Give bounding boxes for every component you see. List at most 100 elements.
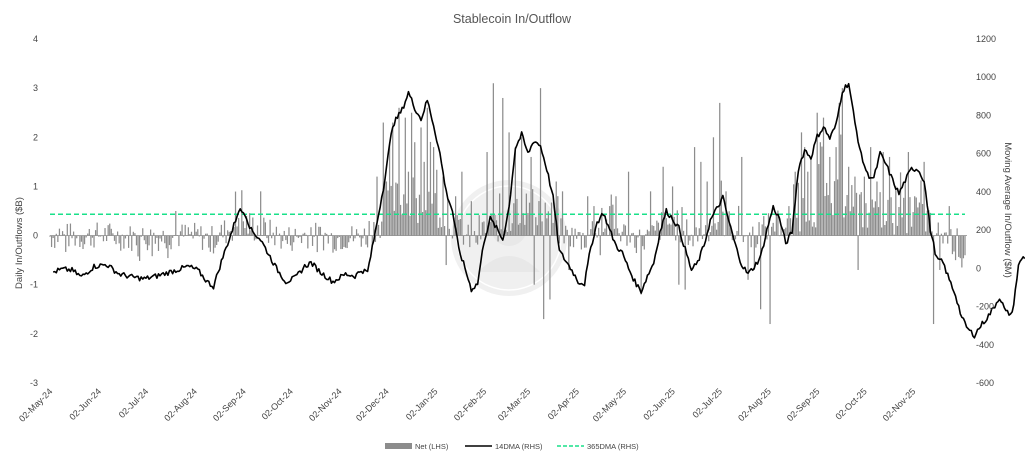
net-bar — [881, 227, 883, 236]
net-bar — [313, 235, 315, 237]
net-bar — [272, 232, 274, 236]
net-bar — [415, 198, 417, 236]
net-bar — [500, 229, 502, 236]
net-bar — [458, 219, 460, 236]
net-bar — [393, 210, 395, 236]
net-bar — [918, 202, 921, 236]
net-bar — [590, 229, 592, 236]
net-bar — [217, 235, 219, 242]
net-bar — [631, 233, 633, 236]
net-bar — [621, 231, 623, 236]
net-bar — [939, 235, 941, 270]
net-bar — [506, 231, 509, 236]
net-bar — [489, 222, 491, 236]
net-bar — [135, 235, 138, 246]
net-bar — [423, 161, 425, 236]
net-bar — [318, 226, 320, 236]
net-bar — [225, 235, 227, 244]
x-tick: 02-Jul-25 — [691, 386, 725, 420]
net-bar — [190, 231, 193, 236]
net-bar — [208, 235, 210, 248]
y-tick-left: -1 — [30, 280, 38, 290]
net-bar — [445, 235, 447, 266]
net-bar — [421, 212, 424, 236]
net-bar — [950, 229, 952, 236]
net-bar — [577, 232, 579, 236]
net-bar — [961, 235, 963, 268]
net-bar — [335, 235, 337, 251]
net-bar — [711, 225, 713, 236]
net-bar — [953, 235, 955, 252]
net-bar — [896, 225, 899, 236]
net-bar — [473, 231, 476, 236]
net-bar — [618, 233, 620, 236]
net-bar — [491, 214, 493, 236]
net-bar — [673, 216, 675, 236]
net-bar — [176, 235, 178, 236]
net-bar — [238, 218, 240, 236]
net-bar — [638, 229, 641, 236]
net-bar — [832, 214, 834, 236]
net-bar — [698, 228, 700, 236]
net-bar — [223, 220, 226, 236]
net-bar — [516, 198, 518, 236]
net-bar — [242, 221, 244, 236]
net-bar — [841, 88, 843, 236]
net-bar — [263, 217, 265, 236]
net-bar — [77, 235, 79, 237]
net-bar — [535, 217, 537, 236]
net-bar — [371, 235, 373, 246]
x-tick: 02-Aug-24 — [162, 386, 199, 423]
net-bar — [744, 235, 746, 237]
net-bar — [338, 235, 340, 237]
net-bar — [546, 218, 548, 236]
net-bar — [824, 196, 826, 236]
net-bar — [709, 232, 711, 236]
net-bar — [107, 225, 109, 236]
net-bar — [689, 235, 691, 241]
net-bar — [646, 229, 649, 236]
net-bar — [195, 231, 197, 236]
net-bar — [128, 235, 130, 248]
chart-title: Stablecoin In/Outflow — [453, 12, 572, 26]
net-bar — [517, 224, 520, 236]
net-bar — [83, 235, 86, 245]
net-bar — [410, 112, 413, 236]
net-bar — [179, 231, 182, 236]
net-bar — [532, 189, 534, 236]
net-bar — [366, 235, 369, 248]
net-bar — [253, 235, 255, 241]
net-bar — [404, 117, 406, 236]
net-bar — [912, 212, 914, 236]
net-bar — [782, 234, 784, 236]
net-bar — [151, 235, 153, 257]
net-bar — [315, 222, 317, 236]
net-bar — [365, 235, 367, 245]
net-bar — [815, 227, 817, 236]
net-bar — [931, 231, 933, 236]
net-bar — [170, 235, 172, 250]
net-bar — [337, 235, 339, 239]
net-bar — [175, 211, 177, 236]
net-bar — [741, 156, 743, 236]
net-bar — [244, 228, 246, 236]
net-bar — [343, 235, 345, 247]
net-bar — [863, 176, 865, 236]
net-bar — [676, 210, 678, 236]
net-bar — [627, 171, 630, 236]
net-bar — [829, 156, 831, 236]
net-bar — [547, 211, 549, 236]
net-bar — [333, 235, 336, 250]
x-tick: 02-Apr-25 — [546, 386, 581, 421]
net-bar — [266, 235, 268, 239]
net-bar — [635, 235, 638, 254]
net-bar — [624, 225, 627, 236]
net-bar — [201, 235, 204, 250]
net-bar — [791, 235, 793, 237]
net-bar — [712, 137, 715, 236]
net-bar — [310, 227, 312, 236]
net-bar — [643, 235, 645, 250]
net-bar — [898, 207, 900, 236]
net-bar — [772, 222, 774, 236]
net-bar — [550, 202, 553, 236]
